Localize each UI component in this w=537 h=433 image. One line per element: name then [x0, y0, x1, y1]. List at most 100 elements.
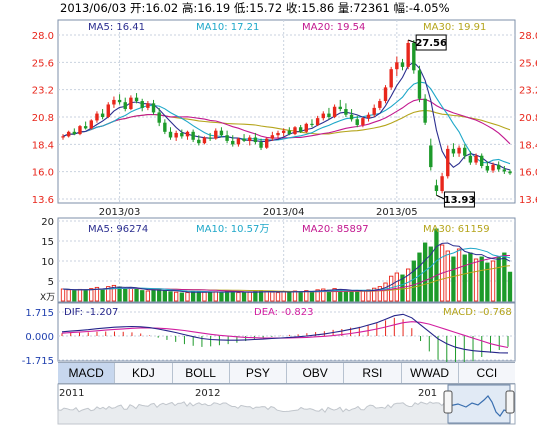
candle-body	[383, 87, 388, 102]
tab-psy[interactable]: PSY	[230, 363, 287, 383]
volume-bar	[406, 268, 411, 302]
candle-body	[276, 132, 280, 136]
volume-bar	[185, 292, 190, 302]
candle-body	[117, 99, 122, 103]
volume-bar	[213, 291, 218, 302]
indicator-tabs: MACD KDJ BOLL PSY OBV RSI WWAD CCI	[58, 362, 515, 384]
volume-bar	[117, 286, 122, 302]
max-marker-line	[407, 39, 417, 44]
price-ma-label: MA30: 19.91	[423, 22, 486, 33]
candle-body	[293, 127, 297, 135]
header-close-label: 收:	[286, 1, 301, 15]
volume-bar	[298, 291, 303, 302]
candle-body	[366, 114, 371, 119]
dif-line	[61, 313, 509, 354]
price-ma5-line	[62, 61, 511, 171]
candle-body	[236, 138, 241, 145]
candle-body	[259, 142, 263, 148]
volume-bar	[128, 287, 134, 302]
candle-body	[214, 130, 218, 139]
macd-lines	[61, 313, 509, 354]
navigator-left-handle[interactable]	[443, 390, 453, 414]
tab-rsi[interactable]: RSI	[344, 363, 402, 383]
macd-y-tick: -1.715	[22, 356, 54, 367]
candle-body	[502, 169, 507, 172]
min-marker-label: 13.93	[444, 195, 476, 206]
candle-body	[361, 118, 365, 125]
tab-macd[interactable]: MACD	[58, 363, 116, 383]
candle-body	[338, 106, 342, 110]
volume-bar	[100, 288, 105, 302]
candle-body	[372, 107, 376, 115]
header-change-label: 幅:	[393, 1, 408, 15]
volume-bar	[275, 292, 281, 302]
candle-body	[355, 119, 359, 125]
volume-bar	[281, 290, 286, 302]
candle-body	[83, 126, 88, 129]
price-y-tick-right: 18.4	[519, 140, 537, 151]
macd-y-ticks: 1.715 0.000 -1.715	[22, 308, 54, 367]
candle-body	[248, 137, 252, 141]
candle-body	[242, 138, 246, 141]
candle-body	[281, 130, 286, 133]
tab-obv[interactable]: OBV	[287, 363, 345, 383]
macd-panel-frame	[57, 302, 516, 362]
candle-body	[298, 127, 303, 132]
volume-bar	[417, 252, 422, 302]
candle-body	[400, 62, 405, 67]
volume-bar	[66, 289, 71, 302]
header-low-label: 低:	[234, 1, 249, 15]
candles	[61, 40, 512, 196]
tab-boll[interactable]: BOLL	[173, 363, 230, 383]
volume-bar	[451, 256, 456, 302]
volume-bar	[264, 291, 269, 302]
tab-wwad[interactable]: WWAD	[402, 363, 459, 383]
candle-body	[496, 164, 501, 170]
navigator-label: 2011	[59, 388, 84, 399]
macd-y-tick: 0.000	[25, 332, 54, 343]
candle-body	[389, 69, 393, 88]
volume-bar	[77, 288, 83, 302]
navigator-right-handle[interactable]	[505, 390, 515, 414]
volume-bar	[179, 292, 184, 302]
volume-bar	[162, 290, 167, 302]
candle-body	[95, 113, 99, 121]
header-volume-label: 量:	[338, 1, 353, 15]
candle-body	[208, 137, 212, 139]
candle-body	[451, 148, 456, 154]
candle-body	[174, 132, 178, 138]
candle-body	[231, 140, 235, 145]
navigator-label: 2012	[195, 388, 220, 399]
candle-body	[457, 147, 461, 154]
volume-bar	[349, 291, 354, 302]
volume-bar	[207, 292, 213, 302]
volume-bar	[72, 290, 77, 302]
volume-bar	[468, 252, 473, 302]
volume-bar	[168, 291, 173, 302]
tab-kdj[interactable]: KDJ	[115, 363, 173, 383]
candle-body	[264, 138, 269, 148]
volume-bar	[355, 290, 360, 302]
tab-cci[interactable]: CCI	[476, 366, 498, 380]
candle-body	[270, 135, 275, 139]
price-y-tick-left: 16.0	[32, 168, 54, 179]
volume-bar	[473, 258, 479, 302]
volume-bar	[304, 290, 309, 302]
volume-bar	[219, 291, 224, 302]
volume-bar	[462, 254, 467, 302]
candle-body	[485, 165, 490, 171]
price-ma-label: MA10: 17.21	[196, 22, 259, 33]
volume-y-tick: 20	[41, 217, 54, 228]
volume-bar	[479, 256, 484, 302]
price-y-ticks-right: 28.0 25.6 23.2 20.8 18.4 16.0 13.6	[519, 31, 537, 206]
volume-bar	[360, 290, 366, 302]
candle-body	[89, 120, 93, 129]
price-grid	[58, 20, 515, 203]
volume-bar	[196, 290, 201, 302]
volume-bar	[123, 288, 128, 302]
volume-bar	[140, 290, 145, 302]
header-change: -4.05%	[409, 1, 450, 15]
volume-bar	[485, 262, 490, 302]
